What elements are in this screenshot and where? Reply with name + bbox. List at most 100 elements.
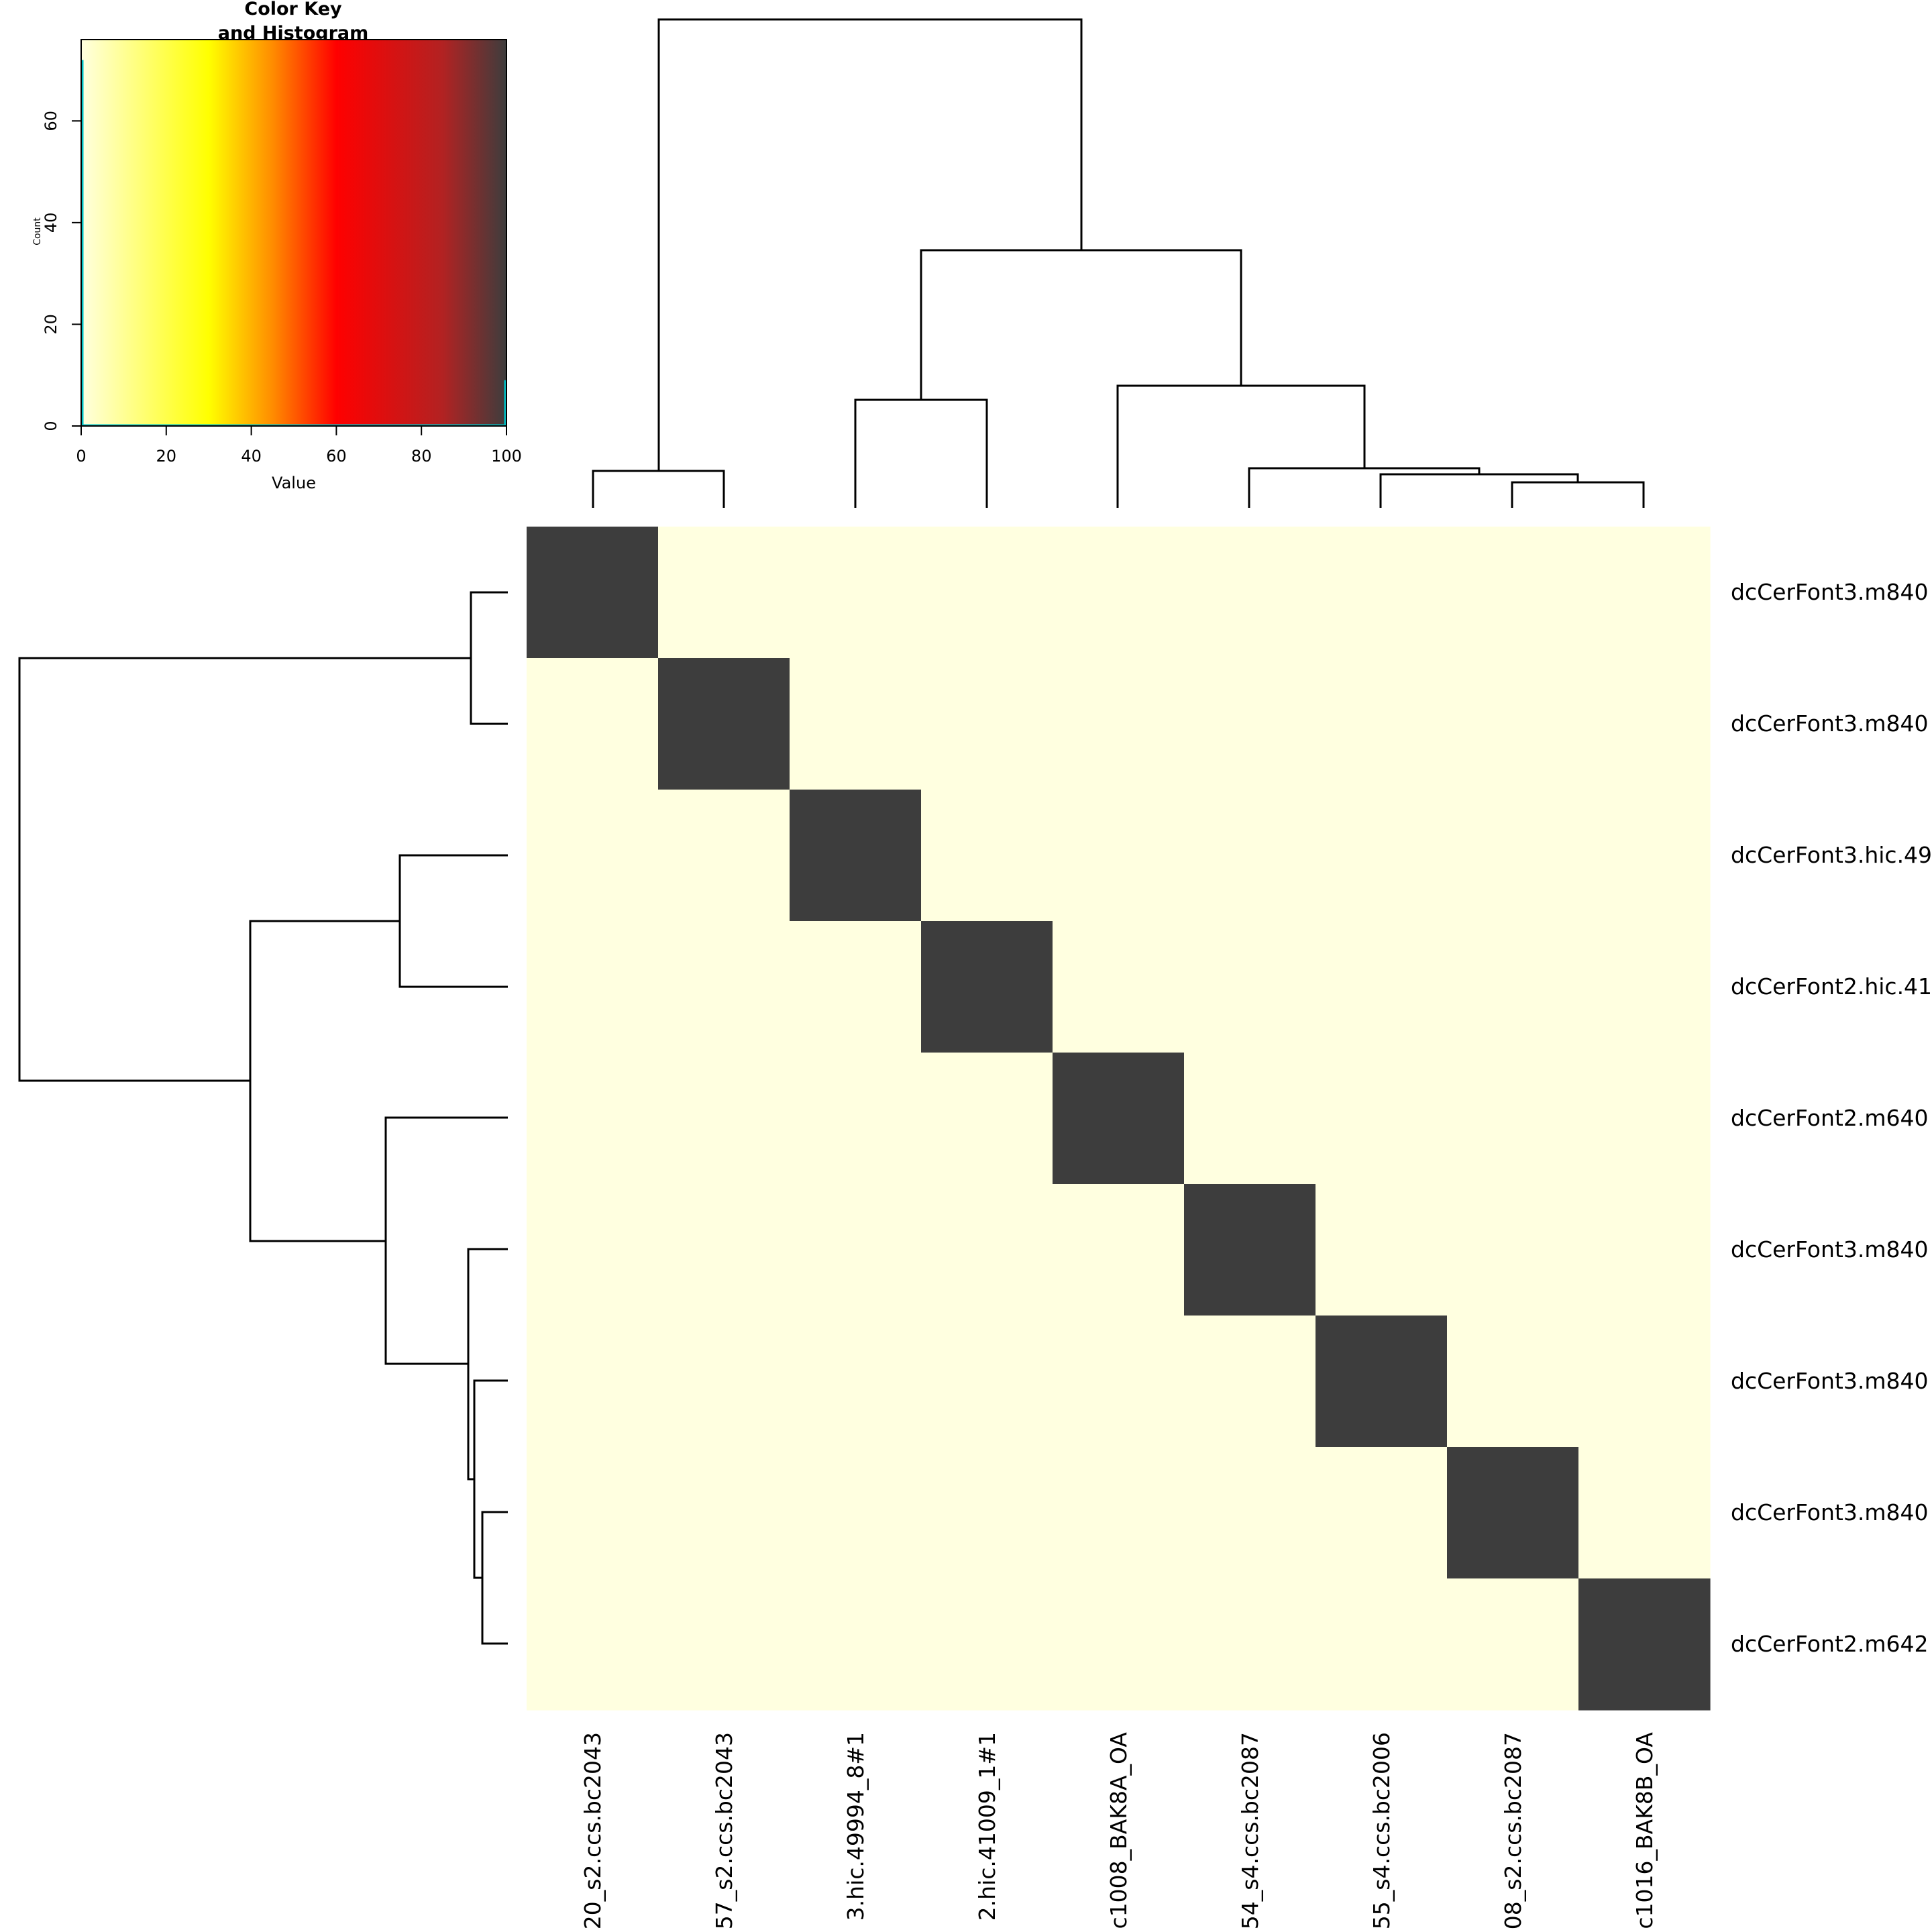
row-dendro-link-34-56789 <box>249 920 400 1242</box>
row-dendro-link-3-4 <box>398 854 508 988</box>
column-label: 20_s2.ccs.bc2043 <box>580 1732 606 1929</box>
heatmap-cell <box>1184 1053 1316 1185</box>
heatmap-cell <box>921 1447 1053 1579</box>
row-dendro-link-7-89 <box>473 1379 508 1579</box>
row-label: dcCerFont3.m840 <box>1731 710 1928 737</box>
heatmap-cell <box>1447 1447 1579 1579</box>
color-key-gradient <box>81 40 506 426</box>
heatmap-cell <box>1053 1578 1185 1711</box>
heatmap-cell <box>790 527 922 659</box>
column-label: 3.hic.49994_8#1 <box>843 1732 869 1921</box>
row-label: dcCerFont2.m640 <box>1731 1105 1928 1131</box>
heatmap-cell <box>790 658 922 790</box>
col-dendro-link-3-4 <box>854 398 988 508</box>
heatmap-cell <box>658 790 790 922</box>
heatmap-cell <box>658 1447 790 1579</box>
column-label: c1016_BAK8B_OA <box>1631 1732 1658 1929</box>
heatmap-cell <box>658 1053 790 1185</box>
column-label: c1008_BAK8A_OA <box>1106 1732 1132 1929</box>
column-label: 54_s4.ccs.bc2087 <box>1237 1732 1263 1929</box>
row-dendrogram <box>18 591 508 1645</box>
heatmap-cell <box>921 1578 1053 1711</box>
heatmap-cell <box>658 921 790 1053</box>
color-key-y-axis: 0 20 40 60 <box>42 111 82 431</box>
heatmap-cell <box>1053 658 1185 790</box>
heatmap-cell <box>1447 790 1579 922</box>
heatmap-cell <box>1053 790 1185 922</box>
heatmap-cell <box>1316 1578 1448 1711</box>
heatmap-cell <box>790 921 922 1053</box>
heatmap-cell <box>1184 921 1316 1053</box>
heatmap-cell <box>527 1447 659 1579</box>
heatmap-cell <box>1316 1184 1448 1316</box>
heatmap-cell <box>790 1053 922 1185</box>
heatmap-cell <box>1316 1447 1448 1579</box>
column-label: 57_s2.ccs.bc2043 <box>711 1732 737 1929</box>
heatmap-cell <box>1447 527 1579 659</box>
heatmap-cell <box>1447 1316 1579 1448</box>
column-label: 55_s4.ccs.bc2006 <box>1368 1732 1395 1929</box>
heatmap-cell <box>527 658 659 790</box>
heatmap-cell <box>1316 790 1448 922</box>
color-key-x-tick-label: 0 <box>76 447 86 466</box>
heatmap-cell <box>1184 1184 1316 1316</box>
color-key-x-axis: 0 20 40 60 80 100 <box>76 425 522 466</box>
heatmap-cell <box>1447 1053 1579 1185</box>
row-dendro-link-1-2 <box>470 591 508 725</box>
color-key-x-tick-label: 20 <box>156 447 177 466</box>
color-key-x-tick-label: 100 <box>491 447 522 466</box>
heatmap-cell <box>1053 921 1185 1053</box>
column-label: 08_s2.ccs.bc2087 <box>1500 1732 1526 1929</box>
heatmap-cell <box>790 1578 922 1711</box>
heatmap-cell <box>921 527 1053 659</box>
heatmap-cell <box>527 1053 659 1185</box>
heatmap-cell <box>1053 1316 1185 1448</box>
heatmap-cell <box>921 1316 1053 1448</box>
col-dendro-link-5-6789 <box>1116 384 1366 508</box>
row-label: dcCerFont3.m840 <box>1731 1368 1928 1394</box>
heatmap-cell <box>527 921 659 1053</box>
heatmap-cell <box>1053 1447 1185 1579</box>
color-key-y-tick-label: 20 <box>42 314 60 335</box>
row-label: dcCerFont3.hic.49 <box>1731 842 1932 868</box>
col-dendro-link-8-9 <box>1511 481 1645 508</box>
heatmap-cell <box>1578 921 1711 1053</box>
heatmap-cell <box>527 1316 659 1448</box>
heatmap-cell <box>1184 1578 1316 1711</box>
heatmap-cell <box>527 1184 659 1316</box>
color-key-x-label: Value <box>272 474 316 492</box>
heatmap-cell <box>658 1316 790 1448</box>
color-key-x-tick-label: 80 <box>411 447 432 466</box>
color-key-x-tick-label: 60 <box>326 447 347 466</box>
heatmap-cell <box>1316 1053 1448 1185</box>
heatmap-cell <box>790 1447 922 1579</box>
color-key: Color Key and Histogram 0 20 40 60 80 100 020… <box>32 0 522 492</box>
heatmap-cells <box>527 527 1711 1711</box>
heatmap-cell <box>1053 527 1185 659</box>
heatmap-cell <box>1578 1316 1711 1448</box>
col-dendro-link-1-2 <box>592 470 725 508</box>
column-dendrogram <box>592 18 1645 508</box>
row-dendro-root <box>18 657 471 1082</box>
heatmap-cell <box>527 527 659 659</box>
heatmap-cell <box>921 790 1053 922</box>
col-dendro-root <box>657 18 1083 471</box>
column-label: 2.hic.41009_1#1 <box>974 1732 1000 1921</box>
heatmap-cell <box>1447 1184 1579 1316</box>
heatmap-cell <box>921 1053 1053 1185</box>
heatmap-cell <box>921 921 1053 1053</box>
heatmap-cell <box>1316 658 1448 790</box>
heatmap-cell <box>1316 527 1448 659</box>
color-key-y-label: Count <box>32 217 43 246</box>
color-key-title-line1: Color Key <box>244 0 342 19</box>
color-key-y-tick-label: 0 <box>42 421 60 431</box>
heatmap-cell <box>658 1184 790 1316</box>
row-dendro-link-8-9 <box>481 1511 508 1645</box>
heatmap-cell <box>1447 1578 1579 1711</box>
heatmap-cell <box>1578 1447 1711 1579</box>
heatmap-cell <box>1316 921 1448 1053</box>
heatmap-cell <box>921 658 1053 790</box>
row-label: dcCerFont3.m840 <box>1731 1236 1928 1263</box>
heatmap-cell <box>527 790 659 922</box>
